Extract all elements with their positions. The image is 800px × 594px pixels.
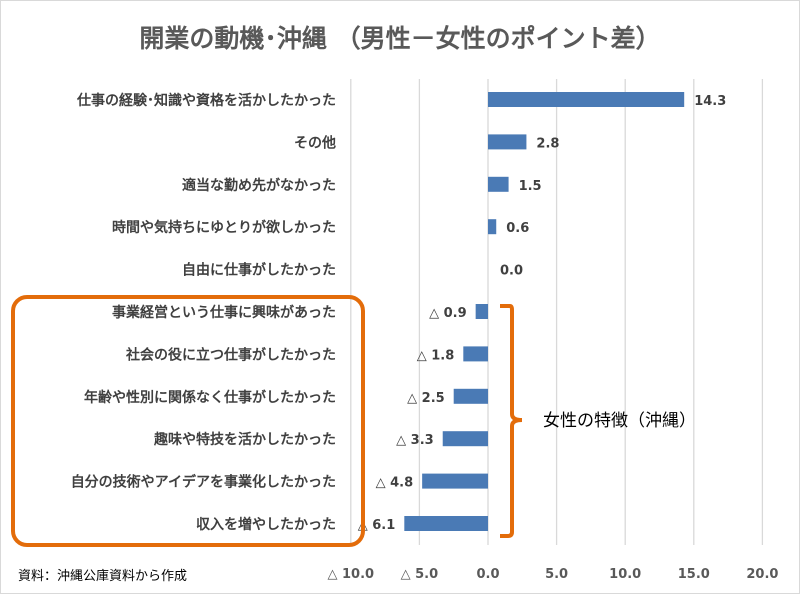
x-tick-label: 0.0 <box>476 567 499 582</box>
category-label: 事業経営という仕事に興味があった <box>112 304 336 321</box>
data-label: 0.0 <box>500 264 523 279</box>
bar <box>463 346 488 362</box>
bar <box>404 516 488 531</box>
bar <box>422 473 488 489</box>
bracket <box>500 304 523 538</box>
bar <box>488 134 527 150</box>
category-label: その他 <box>294 134 336 151</box>
data-label: △ 6.1 <box>358 518 396 533</box>
data-label: △ 3.3 <box>396 433 434 448</box>
bar <box>488 92 685 107</box>
category-label: 自分の技術やアイデアを事業化したかった <box>71 474 336 491</box>
category-label: 仕事の経験･知識や資格を活かしたかった <box>76 92 336 109</box>
highlight-box <box>11 295 365 547</box>
category-label: 年齢や性別に関係なく仕事がしたかった <box>84 389 336 406</box>
category-label: 趣味や特技を活かしたかった <box>153 431 336 448</box>
bar <box>475 304 488 319</box>
data-label: △ 4.8 <box>376 476 414 491</box>
bar <box>488 219 497 235</box>
bar <box>453 388 488 404</box>
bar <box>442 431 488 447</box>
x-tick-label: 5.0 <box>545 567 568 582</box>
data-label: 1.5 <box>519 179 542 194</box>
x-tick-label: △ 5.0 <box>401 567 439 582</box>
data-label: 2.8 <box>536 136 559 151</box>
bar <box>488 176 509 192</box>
category-label: 収入を増やしたかった <box>196 516 336 533</box>
x-tick-label: 15.0 <box>678 567 710 582</box>
data-label: △ 1.8 <box>417 348 455 363</box>
x-tick-label: 10.0 <box>609 567 641 582</box>
x-tick-label: 20.0 <box>746 567 778 582</box>
data-label: 0.6 <box>506 221 529 236</box>
data-label: 14.3 <box>694 94 726 109</box>
chart-title: 開業の動機･沖縄 （男性－女性のポイント差） <box>139 24 660 53</box>
category-label: 自由に仕事がしたかった <box>182 262 336 279</box>
category-label: 社会の役に立つ仕事がしたかった <box>125 346 336 363</box>
category-label: 時間や気持ちにゆとりが欲しかった <box>112 219 336 236</box>
x-tick-label: △ 10.0 <box>327 567 374 582</box>
data-label: △ 0.9 <box>429 306 467 321</box>
data-label: △ 2.5 <box>407 391 445 406</box>
source-note: 資料：沖縄公庫資料から作成 <box>18 569 187 584</box>
category-label: 適当な勤め先がなかった <box>182 177 336 194</box>
annotation-label: 女性の特徴（沖縄） <box>543 411 696 431</box>
